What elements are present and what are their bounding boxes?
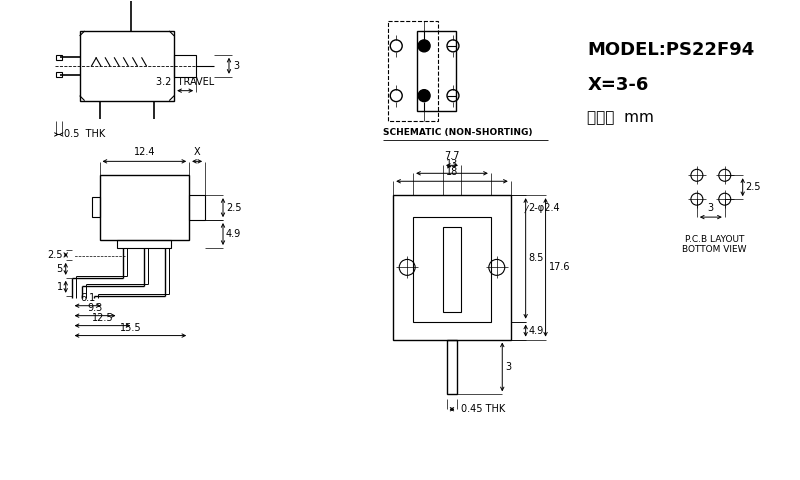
Text: 2-φ2.4: 2-φ2.4 [529, 203, 560, 213]
Text: MODEL:PS22F94: MODEL:PS22F94 [587, 41, 754, 59]
Text: SCHEMATIC (NON-SHORTING): SCHEMATIC (NON-SHORTING) [383, 129, 533, 137]
Circle shape [418, 40, 430, 52]
Text: 0.45 THK: 0.45 THK [462, 404, 506, 414]
Text: 2.5: 2.5 [47, 250, 62, 260]
Text: 2.5: 2.5 [226, 203, 242, 213]
Text: 单位：  mm: 单位： mm [587, 110, 654, 126]
Text: 3.2  TRAVEL: 3.2 TRAVEL [156, 77, 214, 87]
Text: 2.5: 2.5 [746, 182, 761, 192]
Bar [394, 195, 510, 339]
Circle shape [418, 90, 430, 102]
Text: 15.5: 15.5 [120, 323, 142, 333]
Text: 3: 3 [708, 203, 714, 213]
Text: 8.5: 8.5 [529, 253, 544, 264]
Text: 13: 13 [446, 159, 458, 169]
Bar [413, 217, 491, 322]
Bar [91, 197, 99, 217]
Text: X: X [194, 147, 201, 157]
Text: 3: 3 [506, 362, 511, 372]
Bar [443, 227, 461, 312]
Text: 0.5  THK: 0.5 THK [64, 130, 105, 140]
Text: 7.7: 7.7 [444, 151, 460, 161]
Bar [80, 31, 174, 101]
Text: 1: 1 [57, 282, 62, 292]
Text: 6.1: 6.1 [80, 293, 95, 303]
Text: 5: 5 [57, 264, 62, 274]
Bar [56, 55, 62, 60]
Text: 12.4: 12.4 [134, 147, 155, 157]
Bar [56, 72, 62, 77]
Text: 4.9: 4.9 [529, 325, 544, 336]
Text: P.C.B LAYOUT
BOTTOM VIEW: P.C.B LAYOUT BOTTOM VIEW [682, 235, 746, 254]
Bar [99, 175, 189, 240]
Text: 9.3: 9.3 [87, 303, 102, 312]
Text: 12.5: 12.5 [92, 312, 114, 323]
Text: 4.9: 4.9 [226, 229, 242, 239]
Bar [417, 31, 456, 110]
Bar [174, 55, 196, 77]
Text: 17.6: 17.6 [549, 263, 570, 272]
Bar [446, 339, 458, 394]
Bar [189, 195, 205, 220]
Text: 3: 3 [233, 61, 239, 71]
Bar [118, 240, 171, 248]
Text: 18: 18 [446, 167, 458, 177]
Text: X=3-6: X=3-6 [587, 76, 649, 94]
